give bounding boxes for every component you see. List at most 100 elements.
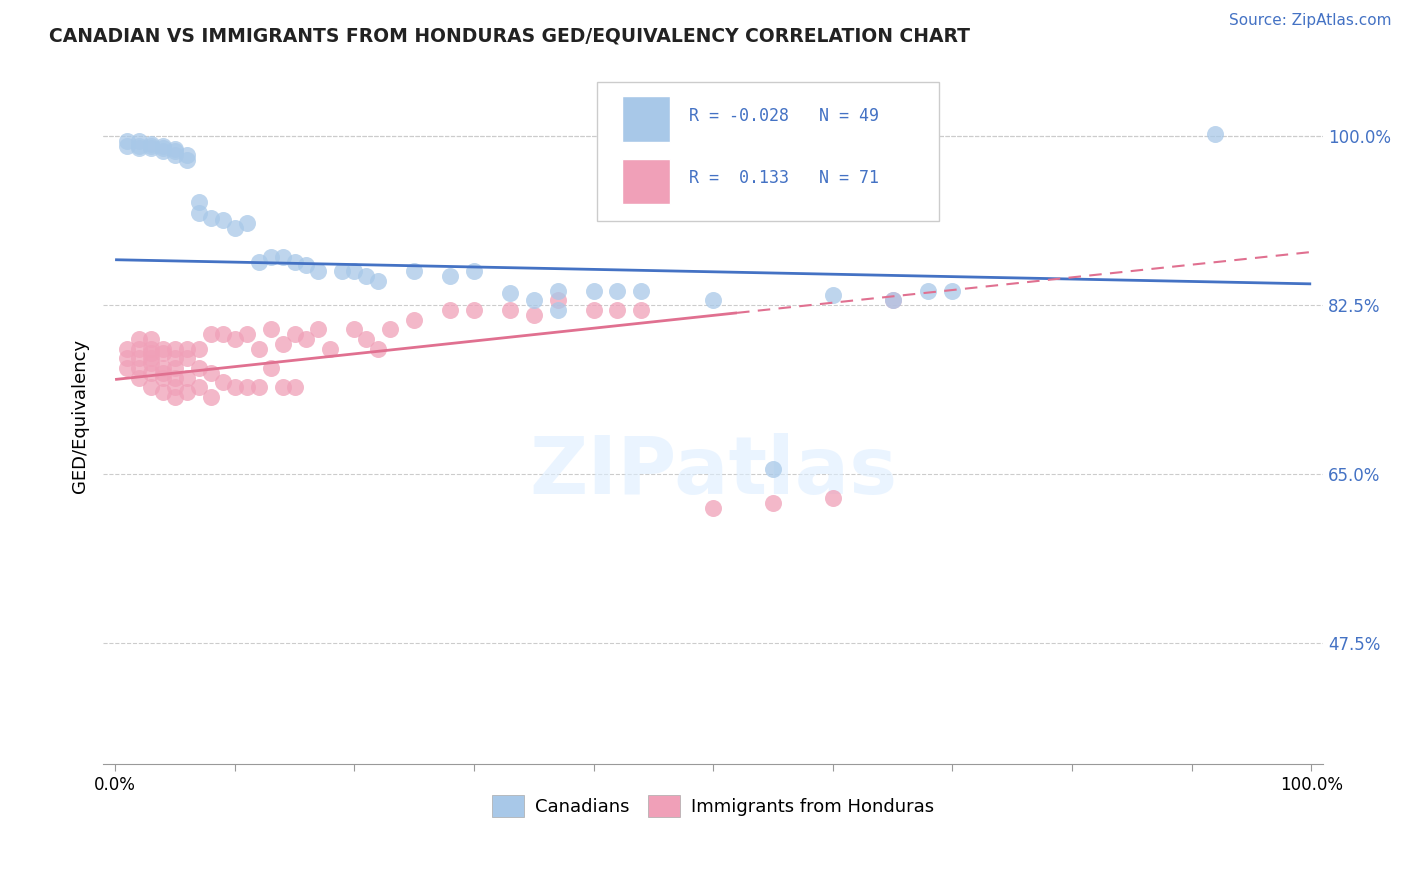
Point <box>152 342 174 356</box>
Point <box>702 500 724 515</box>
Point <box>523 308 546 322</box>
Point <box>139 332 162 346</box>
Point <box>271 380 294 394</box>
Point <box>152 384 174 399</box>
Point <box>404 312 426 326</box>
Point <box>224 220 246 235</box>
Point <box>917 284 939 298</box>
Point <box>271 250 294 264</box>
Point <box>211 376 233 390</box>
Point <box>128 141 150 155</box>
Point <box>283 380 305 394</box>
Point <box>404 264 426 278</box>
Point <box>343 264 366 278</box>
Point <box>235 327 257 342</box>
Point <box>523 293 546 308</box>
Point <box>762 496 785 510</box>
Point <box>630 302 652 317</box>
Point <box>200 211 222 226</box>
Point <box>499 302 522 317</box>
Point <box>224 380 246 394</box>
Point <box>176 148 198 162</box>
Point <box>330 264 353 278</box>
Point <box>115 360 138 375</box>
Point <box>163 342 186 356</box>
Point <box>606 302 628 317</box>
Point <box>176 153 198 168</box>
Point <box>139 380 162 394</box>
Point <box>128 351 150 366</box>
Text: R = -0.028   N = 49: R = -0.028 N = 49 <box>689 107 879 125</box>
Point <box>582 284 605 298</box>
Point <box>176 342 198 356</box>
Point <box>200 327 222 342</box>
Point <box>200 390 222 404</box>
Point <box>115 138 138 153</box>
Point <box>152 144 174 158</box>
Point <box>247 254 270 268</box>
Point <box>152 366 174 380</box>
Point <box>152 138 174 153</box>
Legend: Canadians, Immigrants from Honduras: Canadians, Immigrants from Honduras <box>485 788 942 824</box>
Point <box>499 285 522 300</box>
Point <box>259 250 281 264</box>
Point <box>139 342 162 356</box>
Point <box>941 284 963 298</box>
Point <box>821 288 844 302</box>
Point <box>115 351 138 366</box>
Point <box>271 336 294 351</box>
Point <box>128 370 150 384</box>
Point <box>139 141 162 155</box>
Point <box>606 284 628 298</box>
Point <box>139 136 162 151</box>
Point <box>187 194 209 209</box>
Point <box>702 293 724 308</box>
Point <box>152 141 174 155</box>
Point <box>235 216 257 230</box>
FancyBboxPatch shape <box>598 82 939 221</box>
Point <box>139 346 162 360</box>
Point <box>235 380 257 394</box>
Point <box>128 332 150 346</box>
Point <box>163 144 186 158</box>
Point <box>163 370 186 384</box>
Point <box>163 390 186 404</box>
Point <box>247 380 270 394</box>
Point <box>1205 127 1227 141</box>
Point <box>439 302 461 317</box>
Point <box>380 322 402 336</box>
Point <box>343 322 366 336</box>
Point <box>307 322 329 336</box>
Point <box>439 269 461 284</box>
FancyBboxPatch shape <box>621 96 671 142</box>
Point <box>259 322 281 336</box>
Point <box>128 342 150 356</box>
Point <box>163 351 186 366</box>
Point <box>163 360 186 375</box>
Point <box>128 134 150 148</box>
Point <box>283 254 305 268</box>
Point <box>882 293 904 308</box>
Point <box>139 366 162 380</box>
Point <box>295 332 318 346</box>
FancyBboxPatch shape <box>621 159 671 204</box>
Point <box>176 351 198 366</box>
Point <box>582 302 605 317</box>
Point <box>247 342 270 356</box>
Point <box>463 264 485 278</box>
Point <box>224 332 246 346</box>
Point <box>259 360 281 375</box>
Point <box>211 327 233 342</box>
Point <box>283 327 305 342</box>
Point <box>152 360 174 375</box>
Point <box>547 302 569 317</box>
Text: ZIPatlas: ZIPatlas <box>529 433 897 511</box>
Point <box>356 269 378 284</box>
Point <box>139 356 162 370</box>
Point <box>187 206 209 220</box>
Point <box>211 213 233 227</box>
Point <box>163 148 186 162</box>
Point <box>547 284 569 298</box>
Point <box>187 360 209 375</box>
Point <box>187 342 209 356</box>
